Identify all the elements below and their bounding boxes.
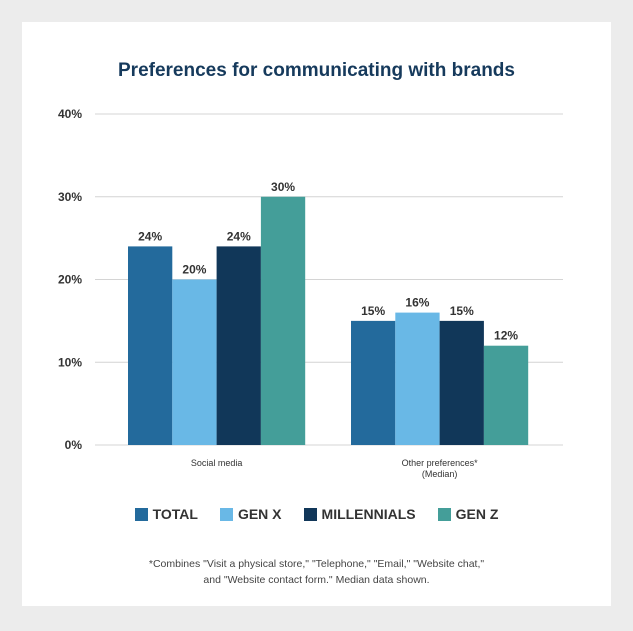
data-label: 16% bbox=[405, 296, 429, 310]
data-label: 24% bbox=[227, 229, 251, 243]
bar-chart: 0% 10% 20% 30% 40% 24% 20% 24% 30% Social media 15… bbox=[58, 107, 563, 479]
y-tick-label: 40% bbox=[58, 107, 82, 121]
y-tick-label: 30% bbox=[58, 190, 82, 204]
footnote-line: *Combines "Visit a physical store," "Tel… bbox=[148, 558, 485, 570]
legend-label: MILLENNIALS bbox=[321, 506, 416, 522]
chart-title: Preferences for communicating with brand… bbox=[118, 60, 515, 81]
legend-swatch bbox=[134, 507, 148, 521]
legend-item: MILLENNIALS bbox=[303, 506, 416, 522]
legend-label: GEN Z bbox=[455, 506, 499, 522]
bar bbox=[483, 345, 529, 445]
data-label: 15% bbox=[450, 304, 474, 318]
legend-item: GEN X bbox=[219, 506, 282, 522]
bar bbox=[172, 279, 217, 445]
y-tick-label: 20% bbox=[58, 273, 82, 287]
y-tick-label: 10% bbox=[58, 355, 82, 369]
bar bbox=[351, 320, 396, 445]
x-tick-label: Other preferences* bbox=[402, 458, 479, 468]
legend-swatch bbox=[219, 507, 233, 521]
data-label: 24% bbox=[138, 229, 162, 243]
x-tick-label: Social media bbox=[191, 458, 243, 468]
footnote-line: and "Website contact form." Median data … bbox=[203, 574, 430, 586]
data-label: 30% bbox=[271, 180, 295, 194]
legend: TOTAL GEN X MILLENNIALS GEN Z bbox=[0, 506, 633, 522]
bar bbox=[216, 246, 261, 445]
bar bbox=[395, 312, 440, 445]
legend-label: GEN X bbox=[237, 506, 282, 522]
legend-swatch bbox=[303, 507, 317, 521]
data-label: 15% bbox=[361, 304, 385, 318]
y-tick-label: 0% bbox=[65, 438, 83, 452]
data-label: 12% bbox=[494, 329, 518, 343]
footnote: *Combines "Visit a physical store," "Tel… bbox=[0, 556, 633, 588]
bar bbox=[128, 246, 173, 445]
legend-item: TOTAL bbox=[134, 506, 198, 522]
bar bbox=[439, 320, 484, 445]
legend-label: TOTAL bbox=[152, 506, 198, 522]
bar bbox=[260, 196, 306, 445]
legend-swatch bbox=[437, 507, 451, 521]
x-tick-label: (Median) bbox=[422, 469, 458, 479]
data-label: 20% bbox=[182, 263, 206, 277]
legend-item: GEN Z bbox=[437, 506, 499, 522]
